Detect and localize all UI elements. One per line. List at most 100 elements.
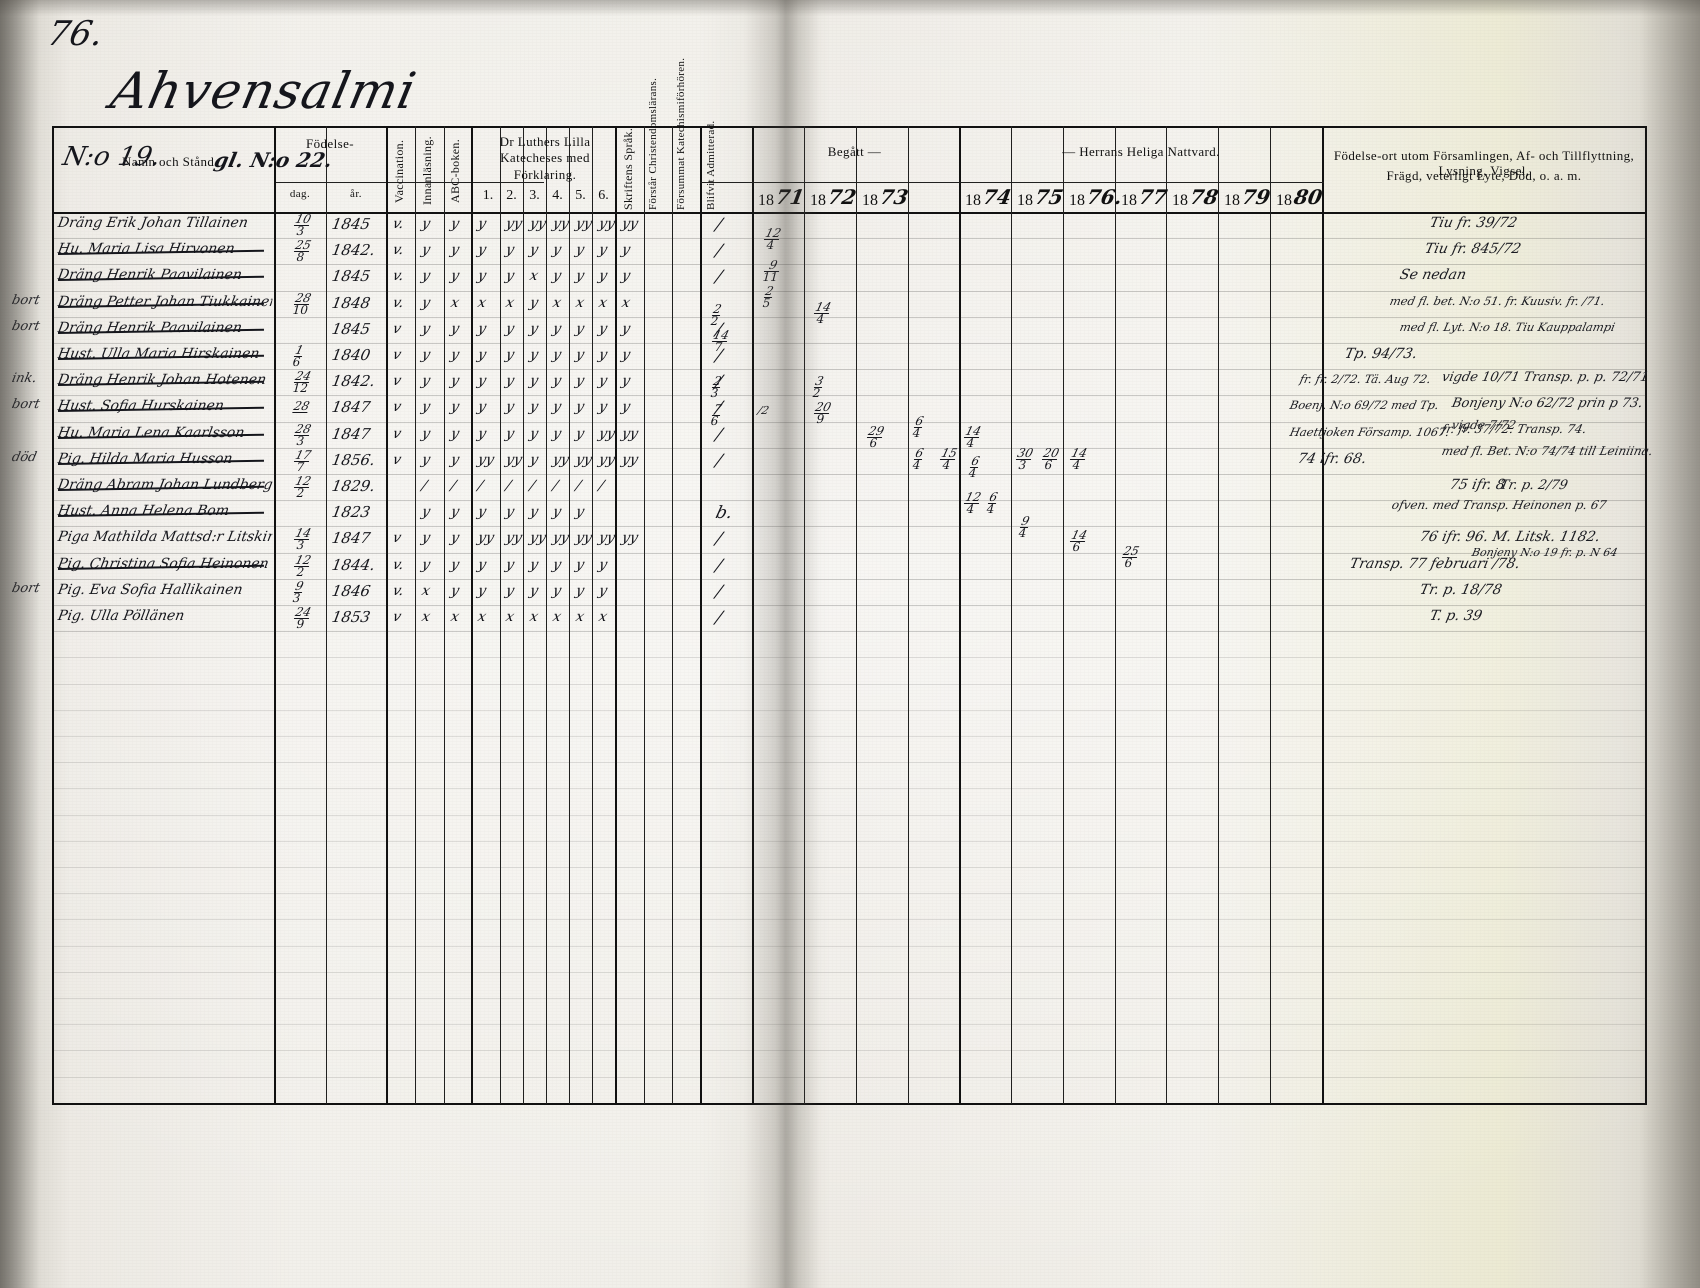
row-skill-mark: y — [620, 320, 632, 337]
row-name: Hu. Maria Lena Kaarlsson — [56, 424, 246, 441]
row-skill-mark: yy — [476, 451, 496, 468]
row-skill-mark: / — [504, 478, 513, 494]
row-rule — [53, 264, 1646, 266]
row-vaccination-mark: v — [391, 347, 403, 363]
row-birth-year: 1853 — [330, 608, 372, 626]
row-skill-mark: yy — [504, 216, 524, 232]
row-skill-mark: x — [420, 582, 432, 599]
row-rule — [53, 1050, 1646, 1052]
header-birth-day: dag. — [289, 188, 311, 200]
row-vaccination-mark: v — [391, 373, 403, 390]
row-skill-mark: y — [420, 556, 432, 573]
year-header-72: 1872 — [810, 185, 859, 209]
row-rule — [53, 788, 1646, 790]
row-skill-mark: yy — [620, 216, 640, 232]
row-birth-year: 1845 — [330, 215, 372, 233]
header-old-number: gl. N:o 22. — [212, 148, 335, 172]
row-birth-year: 1848 — [330, 293, 372, 312]
row-birth-year: 1845 — [330, 319, 372, 338]
row-birth-year: 1847 — [330, 529, 372, 548]
row-rule — [53, 736, 1646, 737]
extra-remark: med fl. Bet. N:o 74/74 till Leiniina. — [1440, 444, 1655, 458]
row-birth-year: 1847 — [330, 398, 372, 417]
row-skill-mark: y — [504, 320, 516, 337]
row-skill-mark: yy — [528, 216, 548, 232]
row-skill-mark: yy — [476, 530, 496, 547]
row-skill-mark: y — [504, 347, 516, 363]
row-skill-mark: / — [574, 478, 583, 494]
row-skill-mark: y — [449, 582, 461, 599]
row-birth-year: 1846 — [330, 581, 372, 600]
row-birth-day: 28 10 — [290, 290, 313, 317]
row-skill-mark: x — [620, 294, 632, 311]
communion-entry: 14 4 — [1067, 446, 1089, 472]
row-rule — [53, 631, 1646, 633]
row-skill-mark: y — [420, 451, 432, 468]
communion-entry: 14 7 — [709, 328, 731, 354]
row-remark: Haettjoken Församp. 1067. — [1288, 424, 1451, 439]
row-vaccination-mark: v. — [391, 242, 406, 259]
row-skill-mark: y — [449, 399, 461, 416]
row-skill-mark: yy — [574, 451, 594, 468]
row-skill-mark: y — [420, 347, 432, 363]
row-rule — [53, 840, 1646, 842]
row-rule — [53, 683, 1646, 685]
row-skill-mark: y — [620, 242, 632, 259]
row-skill-mark: y — [528, 373, 540, 390]
row-skill-mark: y — [597, 399, 609, 416]
row-skill-mark: y — [620, 347, 632, 363]
row-birth-year: 1847 — [330, 424, 372, 443]
row-name: Dräng Henrik Paavilainen — [56, 319, 244, 336]
row-rule — [53, 395, 1646, 397]
header-name-and-rank: Namn och Stånd. — [122, 154, 218, 169]
row-skill-mark: y — [597, 373, 609, 390]
row-skill-mark: y — [574, 268, 586, 285]
row-skill-mark: y — [574, 242, 586, 259]
header-catechism-3: 3. — [529, 188, 540, 203]
row-skill-mark: y — [420, 294, 432, 311]
row-name: Hust. Anna Helena Bom — [56, 503, 231, 520]
row-vaccination-mark: v — [391, 320, 403, 337]
row-skill-mark: y — [476, 373, 488, 390]
row-name: Dräng Petter Johan Tiukkainen — [56, 293, 274, 310]
year-header-80: 1880 — [1276, 185, 1325, 209]
row-vaccination-mark: v. — [391, 294, 406, 311]
row-skill-mark: y — [551, 268, 563, 285]
row-skill-mark: x — [528, 609, 540, 625]
row-vaccination-mark: v — [391, 451, 403, 468]
row-skill-mark: x — [420, 609, 432, 625]
header-birth-group: Födelse- — [306, 136, 354, 151]
row-skill-mark: y — [597, 242, 609, 259]
row-skill-mark: y — [528, 425, 540, 442]
row-skill-mark: x — [528, 268, 540, 285]
row-name: Dräng Abram Johan Lundberg — [56, 477, 274, 493]
row-skill-mark: y — [449, 504, 461, 521]
header-catechism-group: Dr Luthers Lilla Katecheses med Förklari… — [499, 134, 591, 182]
col-rule-vaccination — [415, 126, 416, 1104]
row-skill-mark: y — [420, 399, 432, 416]
row-skill-mark: y — [551, 556, 563, 573]
row-skill-mark: y — [574, 425, 586, 442]
row-remark: 74 ifr. 68. — [1296, 450, 1368, 467]
row-rule — [53, 343, 1646, 344]
row-skill-mark: y — [551, 425, 563, 442]
row-skill-mark: x — [476, 609, 488, 625]
row-skill-mark: y — [551, 504, 563, 521]
row-rule — [53, 998, 1646, 999]
row-skill-mark: y — [528, 582, 540, 599]
row-admitted-mark: / — [713, 241, 725, 262]
row-skill-mark: y — [620, 268, 632, 285]
row-birth-year: 1842. — [330, 241, 377, 260]
header-remarks-line1: Födelse-ort utom Församlingen, Af- och T… — [1333, 148, 1635, 179]
row-skill-mark: yy — [551, 451, 571, 468]
row-skill-mark: x — [597, 609, 609, 625]
header-catechism-5: 5. — [575, 188, 586, 203]
row-skill-mark: y — [528, 451, 540, 468]
extra-remark: vigde 10/71 Transp. p. p. 72/71 — [1440, 370, 1651, 385]
extra-remark: Bonjeny N:o 19 fr. p. N 64 — [1470, 546, 1619, 559]
col-rule-year-start — [752, 126, 754, 1104]
communion-entry: 12 4 — [961, 490, 983, 516]
